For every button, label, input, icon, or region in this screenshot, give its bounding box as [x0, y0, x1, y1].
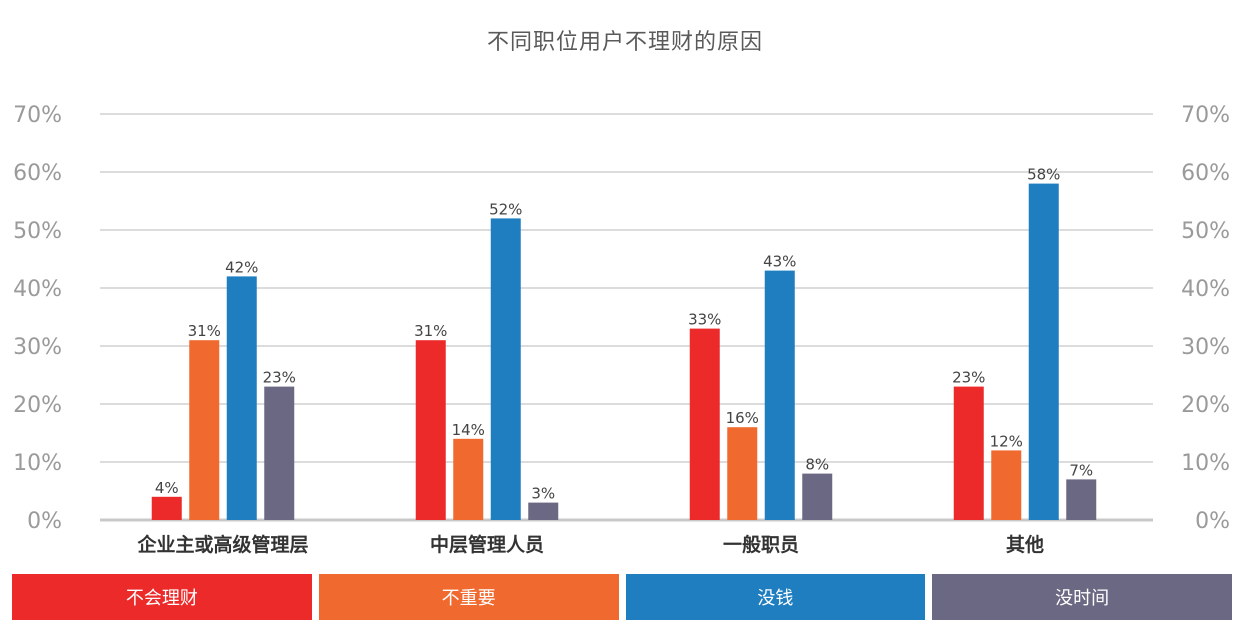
- bar: [528, 502, 559, 520]
- y-tick-label-left: 20%: [13, 393, 62, 418]
- y-tick-label-right: 30%: [1181, 335, 1230, 360]
- y-tick-label-right: 0%: [1195, 509, 1230, 534]
- bar: [953, 386, 984, 520]
- y-tick-label-right: 40%: [1181, 277, 1230, 302]
- legend-item: 没时间: [932, 574, 1232, 620]
- bar-value-label: 3%: [531, 485, 555, 503]
- y-tick-label-right: 50%: [1181, 219, 1230, 244]
- bar: [226, 276, 257, 520]
- x-category-label: 其他: [1006, 533, 1044, 556]
- bar-value-label: 33%: [688, 311, 721, 329]
- y-tick-label-left: 50%: [13, 219, 62, 244]
- x-category-label: 企业主或高级管理层: [136, 533, 308, 556]
- legend-item: 不重要: [318, 574, 619, 620]
- chart-title: 不同职位用户不理财的原因: [486, 30, 763, 55]
- bar-value-label: 23%: [952, 369, 985, 387]
- bar: [189, 340, 220, 520]
- bar: [415, 340, 446, 520]
- bar-value-label: 4%: [155, 479, 179, 497]
- bar-value-label: 16%: [726, 409, 759, 427]
- bar: [689, 328, 720, 520]
- bar: [727, 427, 758, 520]
- y-tick-label-left: 70%: [13, 103, 62, 128]
- bar: [1066, 479, 1097, 520]
- x-category-label: 一般职员: [723, 533, 799, 556]
- bar-value-label: 8%: [805, 456, 829, 474]
- bar: [264, 386, 295, 520]
- bar-value-label: 31%: [188, 322, 221, 340]
- bar: [151, 496, 182, 520]
- y-tick-label-right: 70%: [1181, 103, 1230, 128]
- y-tick-label-left: 30%: [13, 335, 62, 360]
- bar-value-label: 31%: [414, 322, 447, 340]
- bar: [1028, 183, 1059, 520]
- bar: [764, 270, 795, 520]
- y-tick-label-right: 20%: [1181, 393, 1230, 418]
- bar-value-label: 12%: [990, 432, 1023, 450]
- bar-value-label: 52%: [489, 200, 522, 218]
- x-category-label: 中层管理人员: [430, 533, 544, 556]
- legend-item: 没钱: [625, 574, 926, 620]
- y-tick-label-left: 40%: [13, 277, 62, 302]
- bar-value-label: 42%: [225, 258, 258, 276]
- bar-value-label: 43%: [763, 253, 796, 271]
- bar-value-label: 58%: [1027, 166, 1060, 184]
- bar-value-label: 23%: [263, 369, 296, 387]
- bar: [991, 450, 1022, 520]
- y-tick-label-right: 60%: [1181, 161, 1230, 186]
- legend-item: 不会理财: [12, 574, 312, 620]
- bar: [490, 218, 521, 520]
- y-tick-label-left: 10%: [13, 451, 62, 476]
- bar-value-label: 14%: [452, 421, 485, 439]
- y-tick-label-left: 60%: [13, 161, 62, 186]
- bar-value-label: 7%: [1069, 461, 1093, 479]
- y-tick-label-left: 0%: [27, 509, 62, 534]
- bar: [802, 473, 833, 520]
- chart-legend: 不会理财 不重要 没钱 没时间: [12, 574, 1232, 620]
- y-tick-label-right: 10%: [1181, 451, 1230, 476]
- bar: [453, 438, 484, 520]
